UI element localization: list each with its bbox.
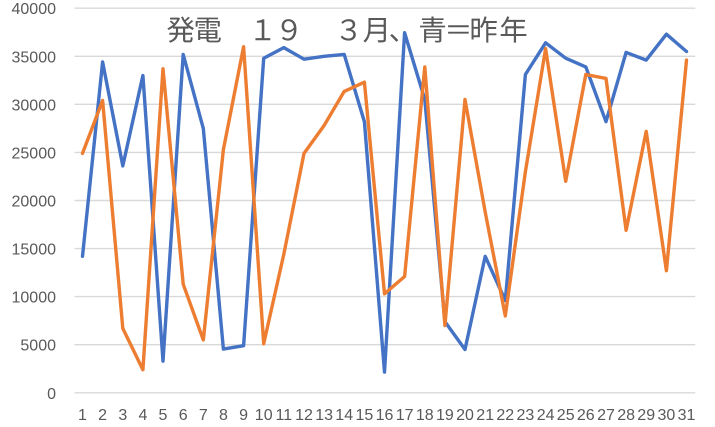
svg-text:25: 25: [557, 407, 575, 424]
svg-text:4: 4: [138, 407, 147, 424]
svg-text:15: 15: [356, 407, 374, 424]
svg-text:13: 13: [315, 407, 333, 424]
svg-text:16: 16: [376, 407, 394, 424]
svg-text:2: 2: [98, 407, 107, 424]
svg-text:26: 26: [577, 407, 595, 424]
svg-text:40000: 40000: [12, 1, 57, 18]
svg-text:9: 9: [239, 407, 248, 424]
svg-text:5000: 5000: [20, 338, 56, 355]
svg-text:12: 12: [295, 407, 313, 424]
svg-text:11: 11: [275, 407, 292, 424]
svg-text:23: 23: [517, 407, 535, 424]
svg-text:22: 22: [496, 407, 514, 424]
svg-text:10: 10: [255, 407, 273, 424]
svg-text:5: 5: [159, 407, 168, 424]
svg-text:20: 20: [456, 407, 474, 424]
svg-text:35000: 35000: [12, 49, 57, 66]
svg-text:14: 14: [335, 407, 353, 424]
svg-text:3: 3: [118, 407, 127, 424]
svg-text:18: 18: [416, 407, 434, 424]
svg-text:21: 21: [476, 407, 494, 424]
svg-text:8: 8: [219, 407, 228, 424]
svg-text:25000: 25000: [12, 145, 57, 162]
svg-text:28: 28: [617, 407, 635, 424]
svg-text:10000: 10000: [12, 290, 57, 307]
svg-text:19: 19: [436, 407, 454, 424]
svg-text:0: 0: [47, 386, 56, 403]
svg-text:17: 17: [396, 407, 414, 424]
svg-text:20000: 20000: [12, 194, 57, 211]
svg-text:24: 24: [537, 407, 555, 424]
svg-text:15000: 15000: [12, 242, 57, 259]
svg-text:27: 27: [597, 407, 615, 424]
svg-text:31: 31: [678, 407, 696, 424]
svg-text:1: 1: [78, 407, 87, 424]
svg-text:6: 6: [179, 407, 188, 424]
svg-text:30000: 30000: [12, 97, 57, 114]
svg-text:30: 30: [658, 407, 676, 424]
svg-text:7: 7: [199, 407, 208, 424]
svg-text:29: 29: [637, 407, 655, 424]
